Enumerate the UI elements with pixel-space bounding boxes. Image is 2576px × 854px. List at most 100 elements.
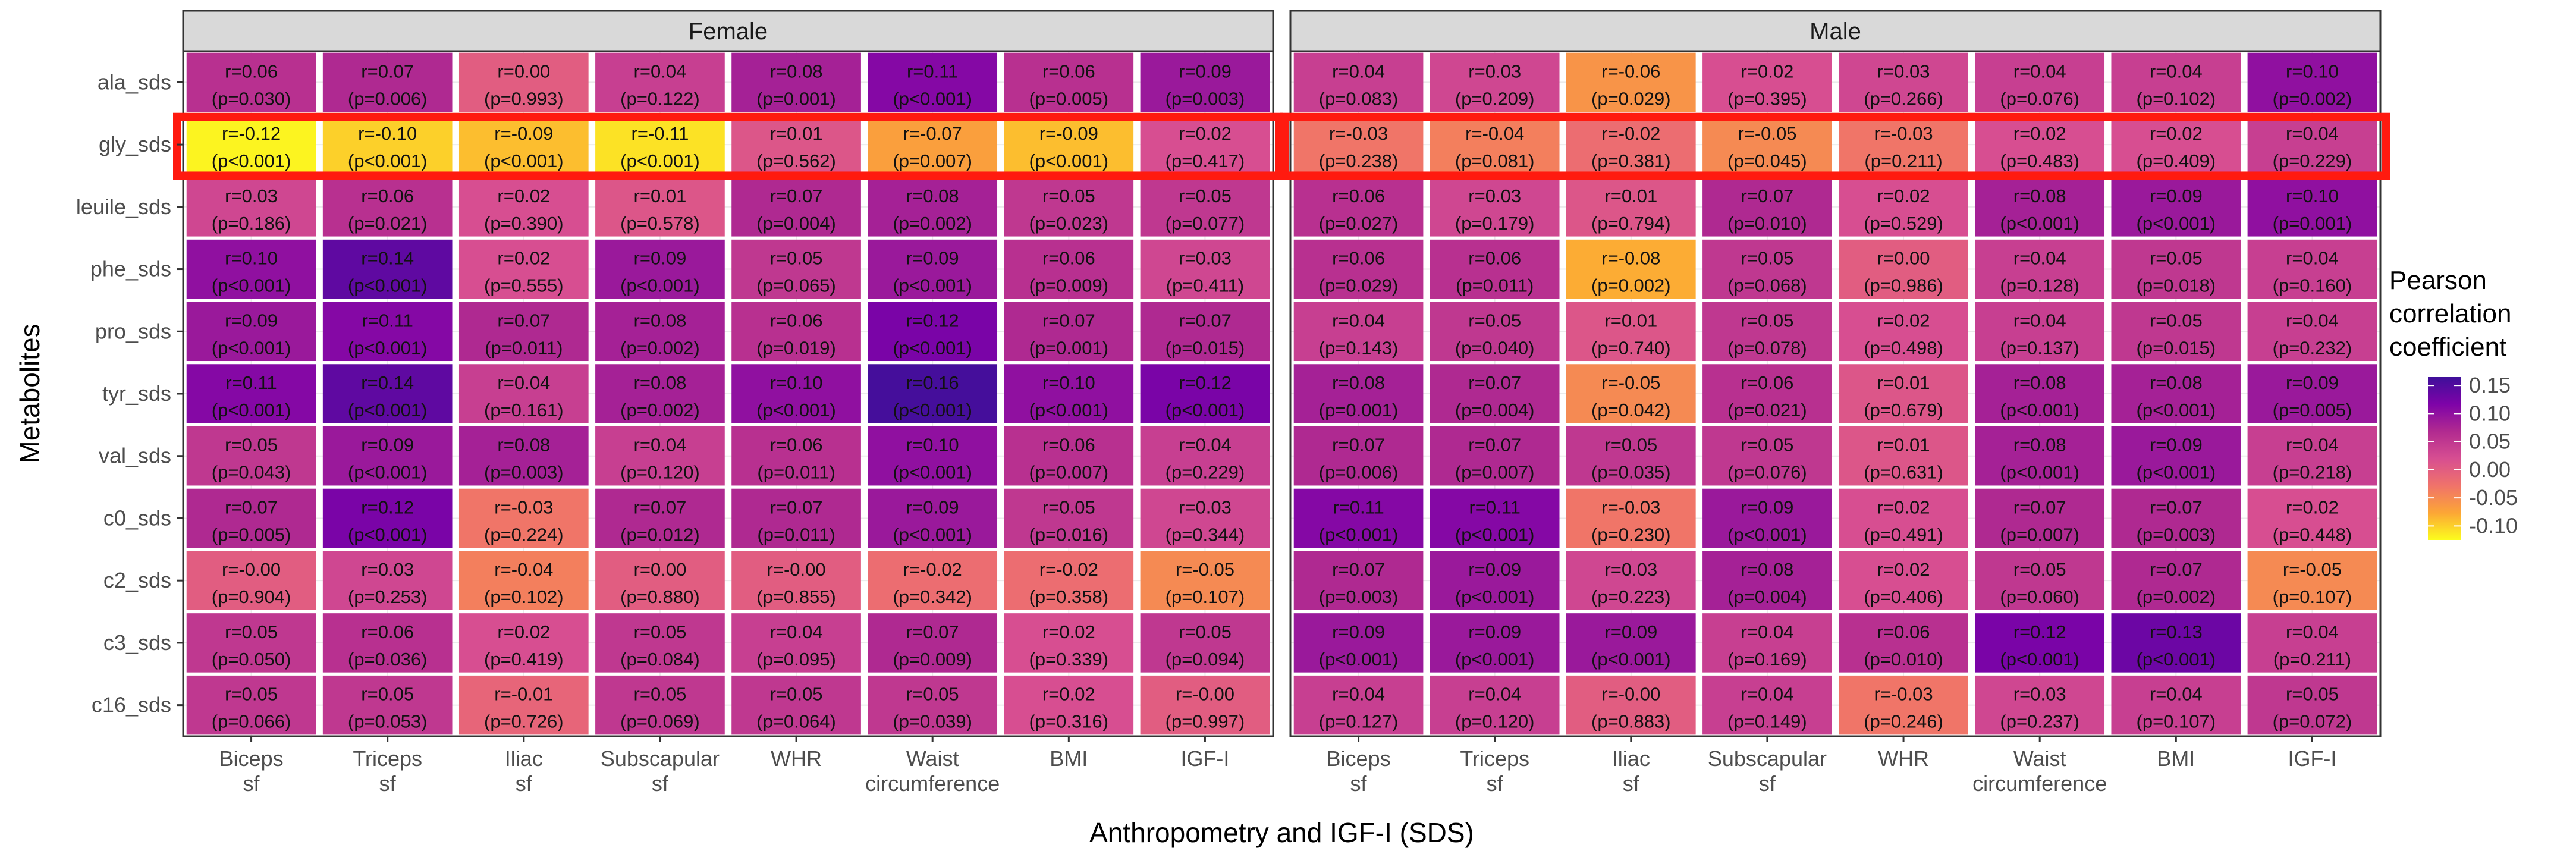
cell-r-label: r=0.04 [1741,621,1794,642]
cell-p-label: (p=0.010) [1727,213,1807,234]
cell-p-label: (p=0.015) [2137,337,2216,358]
cell-r-label: r=0.04 [2286,123,2339,144]
cell-r-label: r=0.08 [906,186,959,206]
cell-p-label: (p<0.001) [348,400,428,420]
cell-r-label: r=-0.07 [903,123,962,144]
heatmap-cell [458,675,589,735]
cell-p-label: (p=0.083) [1319,88,1399,109]
heatmap-cell [868,177,998,237]
heatmap-cell [458,302,589,362]
cell-p-label: (p=0.986) [1864,275,1943,296]
heatmap-cell [731,426,861,486]
cell-r-label: r=-0.11 [632,123,689,144]
cell-r-label: r=0.10 [1042,372,1095,393]
heatmap-cell [731,52,861,112]
cell-p-label: (p=0.029) [1319,275,1399,296]
cell-p-label: (p<0.001) [893,400,972,420]
x-tick-label: IGF-I [1180,746,1229,771]
heatmap-cell [1566,551,1696,610]
heatmap-cell [1839,426,1968,486]
heatmap-cell [186,52,316,112]
cell-r-label: r=-0.03 [1601,497,1660,517]
cell-p-label: (p=0.390) [484,213,564,234]
heatmap-cell [1839,302,1968,362]
x-tick-label: sf [516,771,533,796]
heatmap-cell [1839,364,1968,423]
cell-r-label: r=0.08 [497,435,550,456]
x-tick-label: circumference [865,771,1000,796]
cell-r-label: r=0.07 [497,310,550,331]
cell-p-label: (p=0.002) [2137,586,2216,607]
cell-p-label: (p=0.143) [1319,337,1399,358]
heatmap-cell [186,426,316,486]
cell-p-label: (p<0.001) [2000,400,2079,420]
heatmap-cell [458,426,589,486]
heatmap-cell [1566,115,1696,174]
cell-p-label: (p=0.483) [2000,150,2079,171]
cell-p-label: (p=0.726) [484,711,564,732]
heatmap-cell [1702,115,1832,174]
cell-r-label: r=0.10 [2286,61,2339,81]
cell-r-label: r=0.09 [1604,621,1657,642]
cell-p-label: (p=0.040) [1455,337,1535,358]
cell-p-label: (p=0.095) [756,649,836,670]
x-tick-label: Triceps [353,746,422,771]
cell-r-label: r=0.04 [2013,310,2066,331]
cell-r-label: r=0.01 [634,186,687,206]
heatmap-cell [1975,551,2105,610]
y-tick-label: leuile_sds [76,194,171,219]
cell-r-label: r=0.04 [2286,248,2339,269]
heatmap-cell [1004,488,1134,548]
cell-r-label: r=0.02 [1877,186,1930,206]
cell-r-label: r=0.11 [1469,497,1520,517]
heatmap-cell [868,52,998,112]
cell-p-label: (p<0.001) [1455,586,1535,607]
legend-tick-label: 0.00 [2469,457,2511,482]
x-tick-label: BMI [2157,746,2195,771]
cell-r-label: r=0.09 [1468,621,1521,642]
cell-p-label: (p<0.001) [212,337,291,358]
cell-p-label: (p=0.045) [1727,150,1807,171]
cell-p-label: (p=0.018) [2137,275,2216,296]
cell-r-label: r=0.02 [2286,497,2339,517]
heatmap-cell [1004,302,1134,362]
heatmap-cell [322,52,453,112]
cell-p-label: (p=0.012) [620,524,700,545]
cell-p-label: (p=0.358) [1029,586,1109,607]
cell-r-label: r=0.08 [1332,372,1385,393]
cell-r-label: r=0.06 [225,61,278,81]
heatmap-cell [1140,426,1270,486]
heatmap-cell [1566,302,1696,362]
cell-p-label: (p<0.001) [2137,400,2216,420]
cell-p-label: (p=0.237) [2000,711,2079,732]
heatmap-cell [1566,488,1696,548]
cell-p-label: (p=0.015) [1166,337,1245,358]
cell-r-label: r=0.11 [907,61,958,81]
x-tick-label: sf [1350,771,1368,796]
legend: Pearson correlation coefficient 0.15 0.10 0.0… [2389,266,2518,540]
cell-p-label: (p=0.069) [620,711,700,732]
cell-p-label: (p=0.316) [1029,711,1109,732]
cell-r-label: r=0.04 [2286,621,2339,642]
cell-p-label: (p=0.001) [1319,400,1399,420]
heatmap-cell [1430,551,1560,610]
cell-r-label: r=0.05 [2150,310,2203,331]
cell-r-label: r=0.05 [225,684,278,705]
legend-title-line: correlation [2389,299,2511,328]
cell-r-label: r=0.00 [1877,248,1930,269]
cell-r-label: r=0.01 [1604,310,1657,331]
cell-r-label: r=0.04 [2150,684,2203,705]
heatmap-cell [868,115,998,174]
heatmap-cell [1702,613,1832,673]
cell-r-label: r=-0.03 [1874,684,1933,705]
heatmap-cell [458,613,589,673]
cell-p-label: (p=0.993) [484,88,564,109]
cell-r-label: r=0.09 [1741,497,1794,517]
heatmap-cell [731,239,861,299]
heatmap-cell [2247,675,2377,735]
cell-p-label: (p<0.001) [1591,649,1671,670]
heatmap-cell [2111,52,2241,112]
heatmap-cell [186,115,316,174]
cell-r-label: r=0.02 [497,248,550,269]
legend-title-line: coefficient [2389,332,2506,362]
